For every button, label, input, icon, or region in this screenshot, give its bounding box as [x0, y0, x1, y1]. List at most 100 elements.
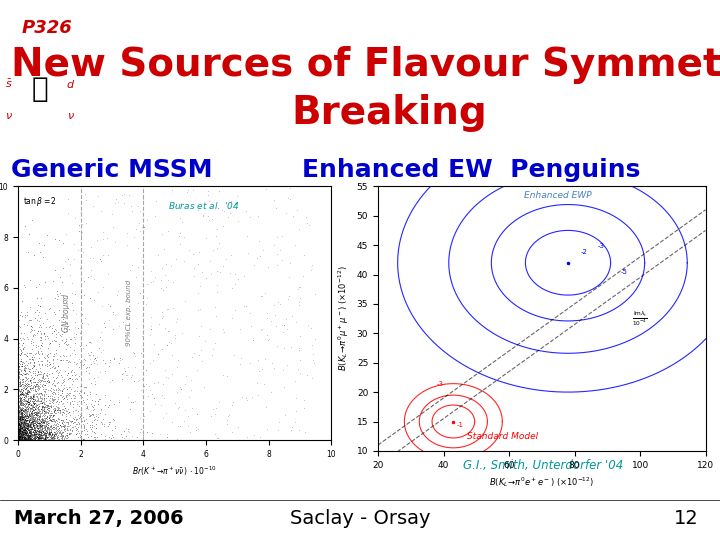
Point	[19, 421, 31, 429]
Point	[109, 423, 120, 432]
Point	[32, 411, 44, 420]
Point	[143, 391, 154, 400]
Point	[44, 360, 55, 368]
Point	[21, 369, 32, 378]
Point	[31, 388, 42, 397]
Point	[42, 430, 54, 438]
Point	[37, 372, 49, 381]
Point	[14, 432, 26, 441]
Point	[104, 302, 116, 310]
Point	[17, 427, 28, 436]
Point	[44, 402, 55, 410]
Point	[35, 434, 46, 443]
Point	[48, 327, 60, 335]
Point	[58, 394, 70, 402]
Point	[53, 428, 65, 436]
Point	[27, 331, 39, 340]
Point	[24, 434, 36, 443]
Point	[30, 402, 41, 411]
Point	[25, 338, 37, 347]
Point	[79, 382, 91, 391]
Point	[37, 416, 48, 425]
Point	[17, 430, 29, 438]
Point	[40, 429, 52, 437]
Point	[34, 413, 45, 422]
Point	[39, 429, 50, 438]
Point	[59, 421, 71, 430]
Point	[36, 416, 48, 425]
Point	[20, 428, 32, 437]
Point	[30, 409, 42, 417]
Point	[80, 415, 91, 423]
Point	[48, 431, 60, 440]
Point	[74, 413, 86, 421]
Point	[69, 339, 81, 348]
Point	[46, 395, 58, 403]
Point	[17, 430, 29, 438]
Point	[17, 415, 29, 423]
Point	[46, 424, 58, 433]
Point	[35, 399, 46, 407]
Point	[69, 392, 81, 401]
Point	[230, 280, 241, 288]
Point	[13, 429, 24, 437]
Point	[214, 268, 225, 276]
Point	[31, 418, 42, 427]
Point	[47, 434, 58, 443]
Point	[48, 361, 59, 370]
Point	[32, 414, 43, 422]
Point	[48, 359, 59, 367]
Point	[51, 289, 63, 298]
Point	[75, 431, 86, 440]
Point	[122, 424, 133, 433]
Point	[89, 415, 101, 423]
Point	[14, 381, 26, 390]
Point	[15, 406, 27, 414]
Point	[55, 381, 67, 390]
Point	[13, 434, 24, 442]
Point	[14, 369, 26, 378]
Point	[22, 407, 33, 416]
Point	[40, 434, 52, 443]
Point	[166, 369, 178, 378]
Point	[163, 327, 174, 335]
Point	[27, 423, 38, 432]
Point	[22, 392, 34, 400]
Point	[17, 410, 28, 419]
Point	[41, 372, 53, 381]
Point	[13, 423, 24, 431]
Point	[36, 390, 48, 399]
Point	[25, 423, 37, 431]
Point	[17, 432, 29, 441]
Point	[32, 430, 44, 438]
Point	[18, 424, 30, 433]
Point	[49, 394, 60, 403]
Point	[68, 414, 79, 423]
Point	[19, 381, 30, 389]
Point	[78, 416, 89, 425]
Point	[206, 269, 217, 278]
Point	[18, 434, 30, 442]
Point	[14, 427, 26, 435]
Point	[15, 429, 27, 437]
Point	[24, 407, 36, 415]
Point	[61, 388, 73, 397]
Point	[68, 396, 80, 405]
Point	[19, 416, 30, 425]
Point	[21, 421, 32, 429]
Point	[14, 415, 25, 424]
Point	[56, 428, 68, 437]
Point	[19, 392, 30, 401]
Point	[97, 415, 109, 424]
Point	[24, 357, 36, 366]
Point	[39, 434, 50, 443]
Point	[45, 433, 56, 441]
Point	[269, 240, 280, 249]
Point	[14, 403, 25, 411]
Point	[15, 420, 27, 428]
Point	[29, 434, 40, 442]
Point	[32, 422, 43, 430]
Point	[30, 383, 41, 391]
Point	[32, 429, 44, 438]
Point	[14, 434, 25, 443]
